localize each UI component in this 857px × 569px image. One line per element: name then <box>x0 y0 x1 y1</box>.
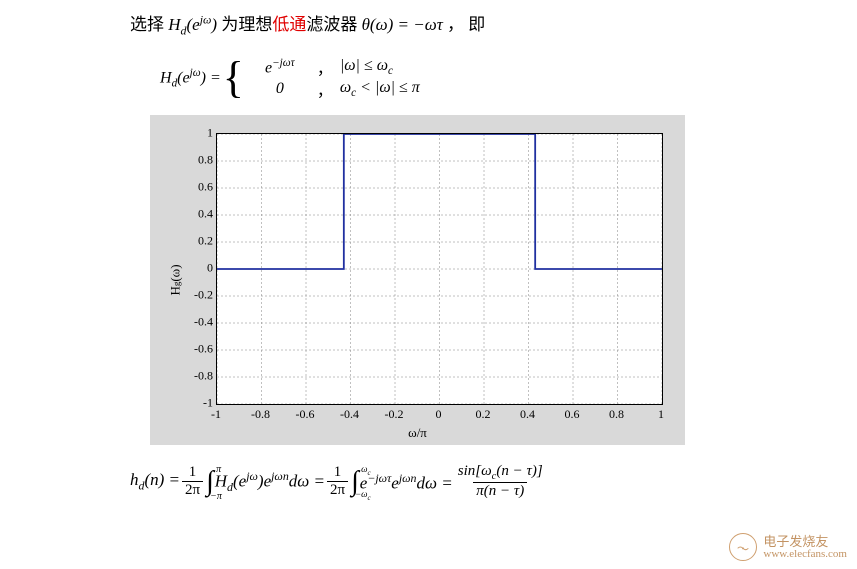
plot-area <box>216 133 663 405</box>
impulse-response-equation: hd(n) = 12π ∫−ππ Hd(ejω)ejωndω = 12π ∫−ω… <box>130 463 827 500</box>
x-tick-label: 0.4 <box>520 407 535 422</box>
x-tick-label: -0.6 <box>296 407 315 422</box>
watermark-text: 电子发烧友 <box>763 535 847 548</box>
y-tick-label: 0 <box>173 261 213 276</box>
x-tick-label: 0 <box>436 407 442 422</box>
x-tick-label: 0.6 <box>565 407 580 422</box>
x-tick-label: 0.8 <box>609 407 624 422</box>
x-tick-label: 0.2 <box>476 407 491 422</box>
x-axis-label: ω/π <box>408 425 427 441</box>
y-tick-label: 1 <box>173 126 213 141</box>
y-tick-label: -0.2 <box>173 288 213 303</box>
integral-1: ∫−ππ <box>206 466 214 498</box>
text-mid: 为理想 <box>221 15 272 34</box>
frac-result: sin[ωc(n − τ)] π(n − τ) <box>455 463 546 500</box>
text-pre: 选择 <box>130 15 164 34</box>
chart-svg <box>217 134 662 404</box>
x-tick-label: -0.4 <box>340 407 359 422</box>
watermark: 电子发烧友 www.elecfans.com <box>729 533 847 561</box>
watermark-url: www.elecfans.com <box>763 548 847 560</box>
y-tick-label: 0.8 <box>173 153 213 168</box>
y-tick-label: -0.4 <box>173 315 213 330</box>
frac-1-over-2pi-b: 12π <box>327 464 348 499</box>
y-tick-label: -1 <box>173 396 213 411</box>
y-tick-label: 0.6 <box>173 180 213 195</box>
y-tick-label: -0.6 <box>173 342 213 357</box>
text-post: 滤波器 <box>306 15 361 34</box>
intro-line: 选择 Hd(ejω) 为理想低通滤波器 θ(ω) = −ωτ ， 即 <box>130 10 827 38</box>
x-tick-label: -0.8 <box>251 407 270 422</box>
pw-row-2: 0 ， ωc < |ω| ≤ π <box>250 78 420 100</box>
hd-symbol: Hd(ejω) <box>168 15 221 34</box>
left-brace-icon: { <box>223 56 244 100</box>
filter-response-chart: Hg(ω) ω/π -1-0.8-0.6-0.4-0.200.20.40.60.… <box>150 115 685 445</box>
piecewise-definition: Hd(ejω) = { e−jωτ ， |ω| ≤ ωc 0 ， ωc < |ω… <box>160 56 827 100</box>
watermark-logo-icon <box>729 533 757 561</box>
y-tick-label: 0.4 <box>173 207 213 222</box>
integral-2: ∫−ωcωc <box>351 466 359 498</box>
theta-eq: θ(ω) = −ωτ <box>362 15 443 34</box>
x-tick-label: -0.2 <box>385 407 404 422</box>
y-tick-label: 0.2 <box>173 234 213 249</box>
text-tail: ， 即 <box>447 15 485 34</box>
text-lowpass: 低通 <box>272 15 306 34</box>
x-tick-label: -1 <box>211 407 221 422</box>
y-tick-label: -0.8 <box>173 369 213 384</box>
x-tick-label: 1 <box>658 407 664 422</box>
frac-1-over-2pi: 12π <box>182 464 203 499</box>
pw-lhs: Hd(ejω) = <box>160 67 221 90</box>
pw-row-1: e−jωτ ， |ω| ≤ ωc <box>250 56 420 78</box>
